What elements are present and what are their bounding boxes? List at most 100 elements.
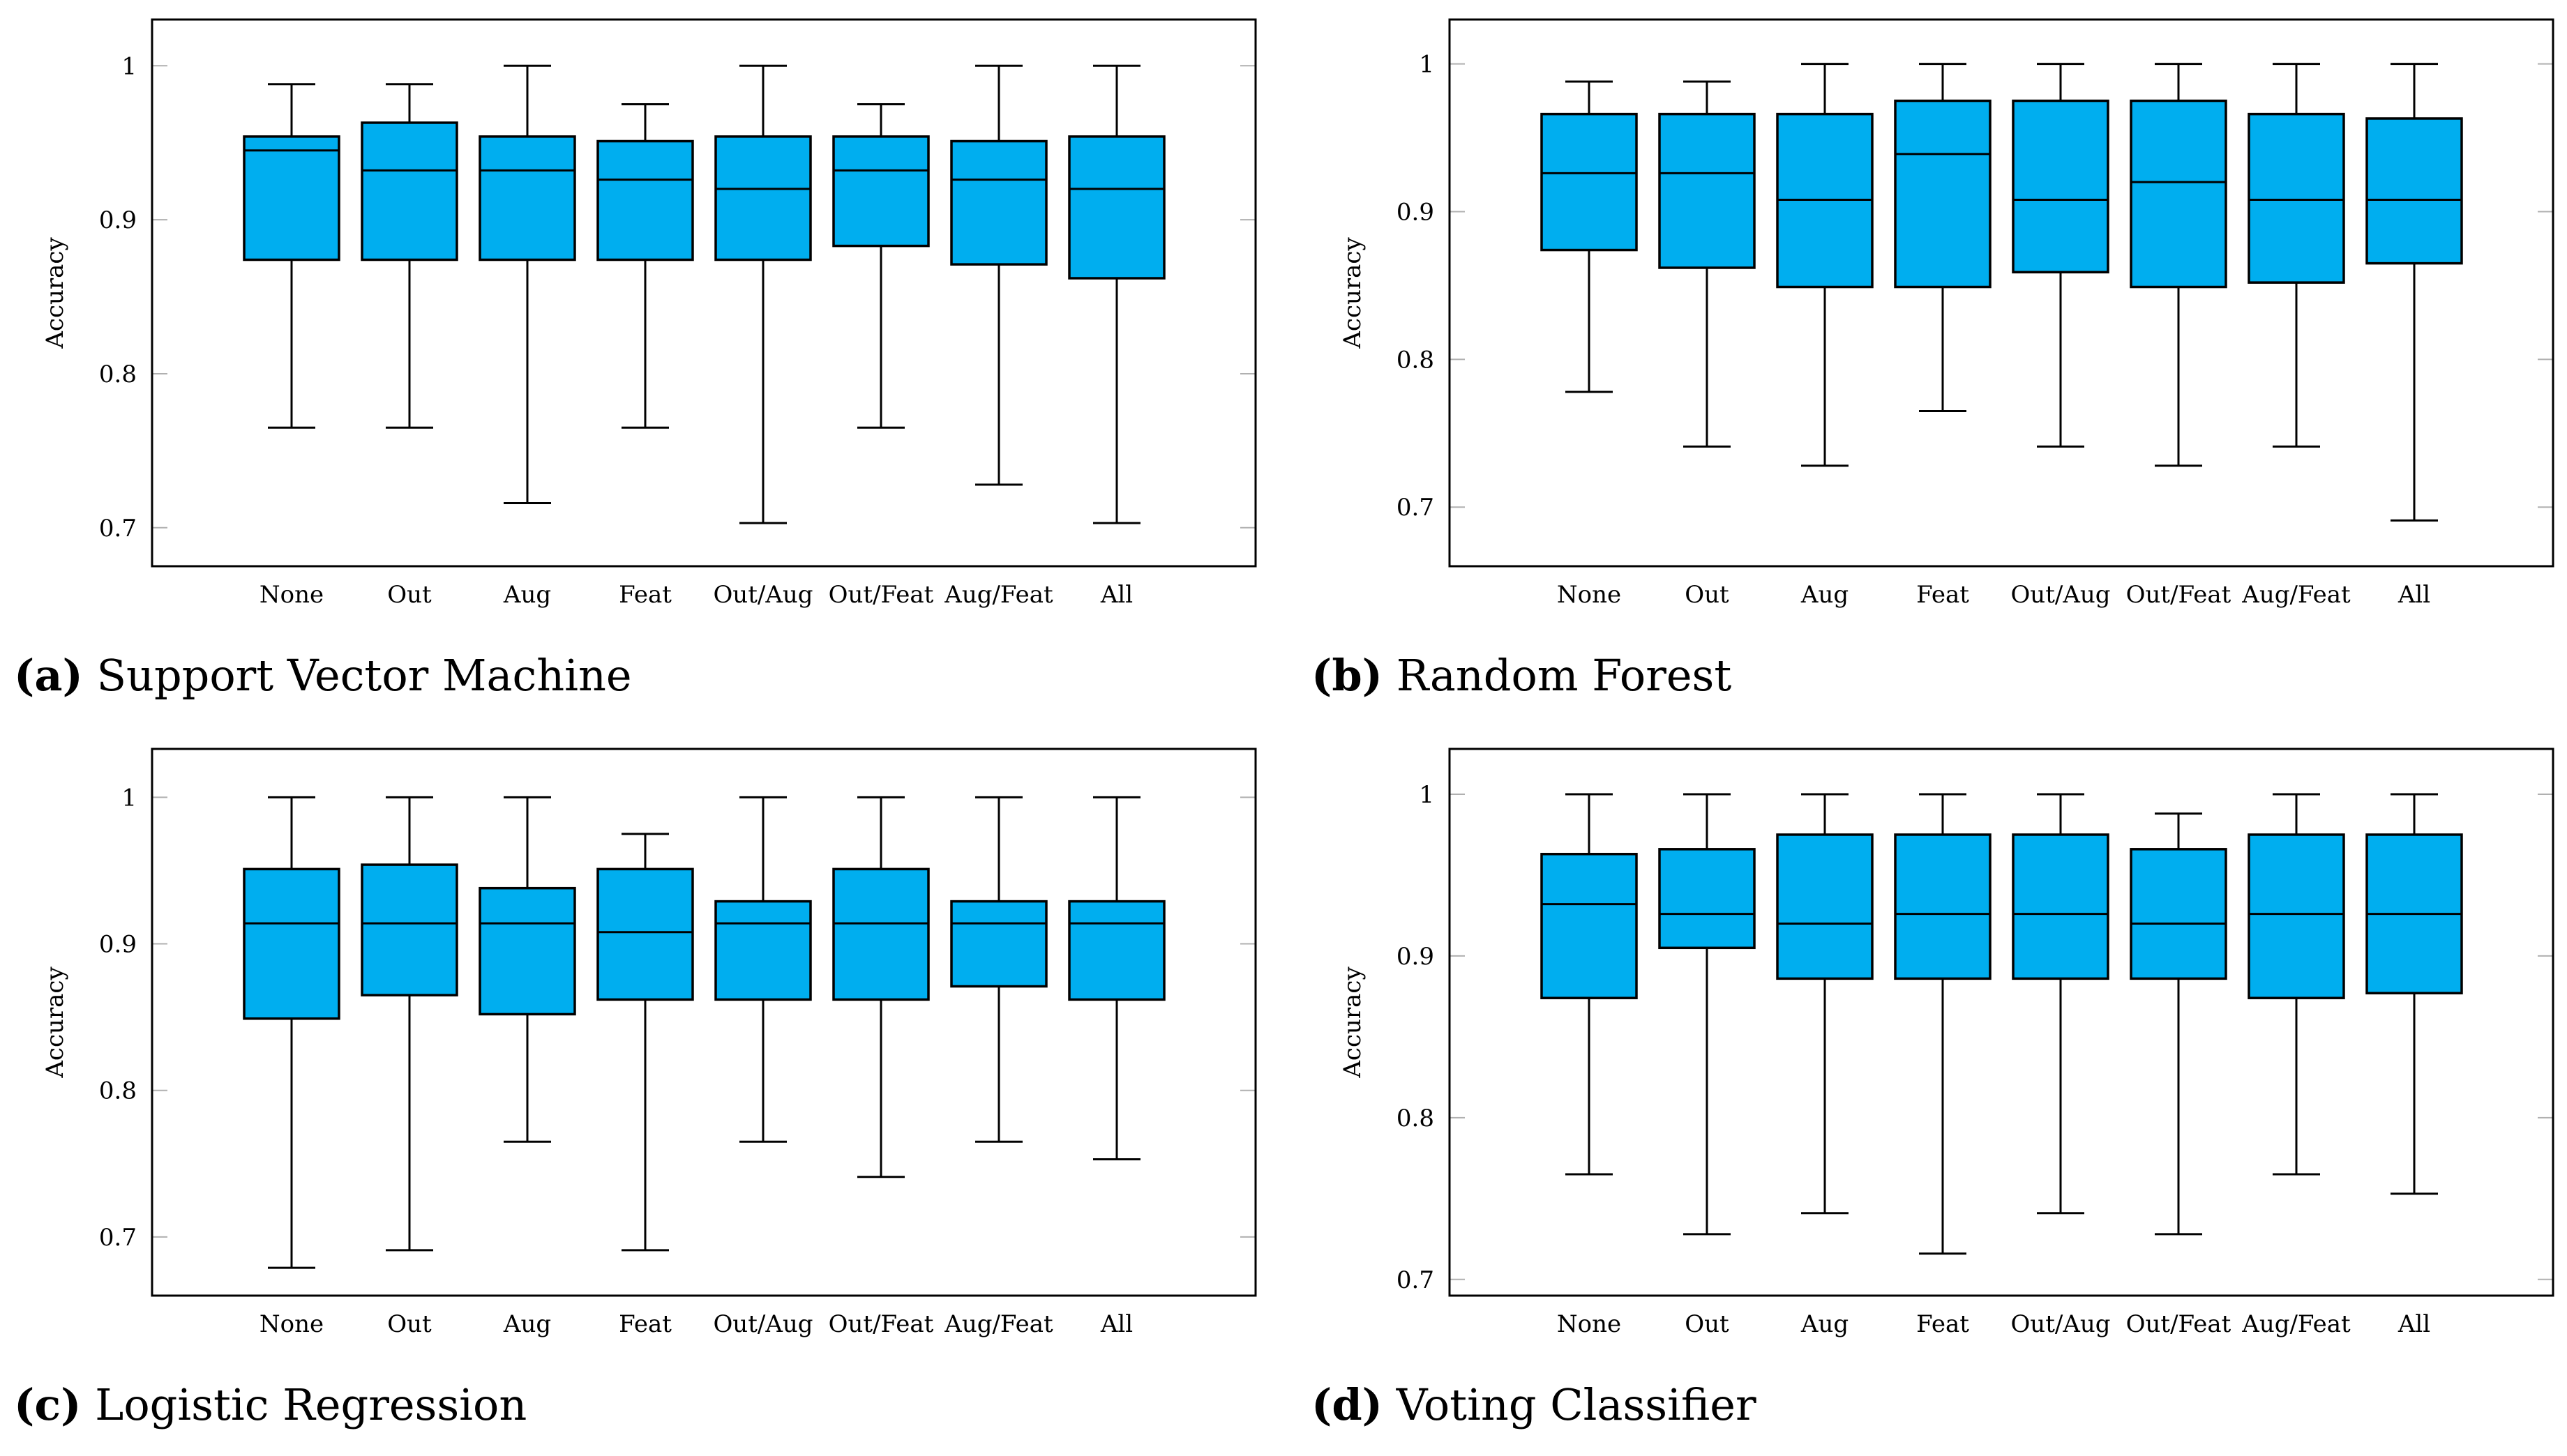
box-iqr xyxy=(243,135,340,261)
box-iqr xyxy=(243,867,340,1020)
box-iqr xyxy=(1658,112,1756,269)
caption-label: (a) xyxy=(14,650,83,701)
x-tick-label: Aug/Feat xyxy=(944,1310,1053,1338)
caption-svm: (a) Support Vector Machine xyxy=(14,650,632,701)
x-tick-label: Out/Feat xyxy=(2126,581,2231,609)
x-tick-label: Out xyxy=(387,581,432,609)
box-iqr xyxy=(2130,848,2227,980)
x-tick-label: Feat xyxy=(619,581,672,609)
x-tick-label: Aug/Feat xyxy=(2241,581,2351,609)
box-iqr xyxy=(1540,853,1638,999)
y-tick-label: 0.7 xyxy=(1397,1266,1434,1294)
x-tick-label: Out/Aug xyxy=(2010,1310,2110,1338)
box-iqr xyxy=(361,121,458,261)
x-tick-label: Aug xyxy=(1800,581,1849,609)
x-tick-label: None xyxy=(1557,581,1621,609)
x-tick-label: Out/Feat xyxy=(829,581,934,609)
chart-svm: 0.7 0.8 0.9 1 None Out Aug Feat Out/Aug Out/Feat A… xyxy=(41,18,1257,609)
x-tick-label: Out/Feat xyxy=(829,1310,934,1338)
panel-voting-classifier: 0.7 0.8 0.9 1 None Out Aug Feat Out/Aug Out/Feat A… xyxy=(1297,729,2567,1456)
plot-frame xyxy=(151,18,1257,568)
y-tick-label: 0.7 xyxy=(1397,494,1434,522)
x-tick-label: Out/Aug xyxy=(713,1310,813,1338)
chart-random-forest: 0.7 0.8 0.9 1 None Out Aug Feat Out/Aug Out/Feat A… xyxy=(1339,18,2554,609)
x-tick-label: All xyxy=(2397,581,2430,609)
panel-logistic-regression: 0.7 0.8 0.9 1 None Out Aug Feat Out/Aug Out/Feat A… xyxy=(0,729,1284,1456)
y-tick-label: 0.9 xyxy=(1397,943,1434,971)
plot-frame xyxy=(151,748,1257,1297)
box-iqr xyxy=(714,900,812,1001)
y-axis-title: Accuracy xyxy=(1339,966,1367,1079)
plot-frame xyxy=(1448,748,2554,1297)
caption-random-forest: (b) Random Forest xyxy=(1311,650,1731,701)
box-iqr xyxy=(1658,848,1756,950)
box-iqr xyxy=(596,139,694,261)
x-tick-label: All xyxy=(1100,1310,1133,1338)
x-tick-label: Aug/Feat xyxy=(2241,1310,2351,1338)
x-tick-label: None xyxy=(259,1310,324,1338)
x-tick-label: Out xyxy=(1685,581,1729,609)
x-tick-label: Aug/Feat xyxy=(944,581,1053,609)
y-axis-title: Accuracy xyxy=(1339,237,1367,349)
box-iqr xyxy=(2248,833,2345,999)
caption-logistic-regression: (c) Logistic Regression xyxy=(14,1379,527,1430)
y-tick-label: 0.7 xyxy=(99,515,137,543)
y-tick-label: 0.9 xyxy=(99,931,137,959)
box-iqr xyxy=(714,135,812,261)
box-iqr xyxy=(596,867,694,1001)
y-tick-label: 0.9 xyxy=(1397,198,1434,226)
caption-label: (d) xyxy=(1311,1379,1383,1430)
box-iqr xyxy=(2365,117,2463,265)
caption-title: Support Vector Machine xyxy=(96,650,632,701)
caption-voting-classifier: (d) Voting Classifier xyxy=(1311,1379,1756,1430)
panel-svm: 0.7 0.8 0.9 1 None Out Aug Feat Out/Aug Out/Feat A… xyxy=(0,0,1284,727)
caption-label: (b) xyxy=(1311,650,1383,701)
box-iqr xyxy=(2130,99,2227,289)
chart-logistic-regression: 0.7 0.8 0.9 1 None Out Aug Feat Out/Aug Out/Feat A… xyxy=(41,748,1257,1338)
x-tick-label: None xyxy=(1557,1310,1621,1338)
x-tick-label: Feat xyxy=(1916,1310,1969,1338)
chart-voting-classifier: 0.7 0.8 0.9 1 None Out Aug Feat Out/Aug Out/Feat A… xyxy=(1339,748,2554,1338)
box-iqr xyxy=(1540,112,1638,252)
x-tick-label: Aug xyxy=(503,1310,551,1338)
y-axis-title: Accuracy xyxy=(41,966,69,1079)
x-tick-label: Out xyxy=(1685,1310,1729,1338)
y-tick-label: 1 xyxy=(121,784,137,812)
box-iqr xyxy=(2012,833,2109,980)
x-tick-label: Aug xyxy=(1800,1310,1849,1338)
x-tick-label: Out/Feat xyxy=(2126,1310,2231,1338)
box-iqr xyxy=(1068,135,1166,280)
y-tick-label: 0.8 xyxy=(1397,346,1434,374)
y-tick-label: 0.7 xyxy=(99,1224,137,1252)
box-iqr xyxy=(479,886,576,1016)
x-tick-label: Feat xyxy=(619,1310,672,1338)
box-iqr xyxy=(832,867,930,1001)
caption-title: Logistic Regression xyxy=(95,1379,527,1430)
caption-label: (c) xyxy=(14,1379,82,1430)
x-tick-label: Out xyxy=(387,1310,432,1338)
x-tick-label: All xyxy=(2397,1310,2430,1338)
y-tick-label: 1 xyxy=(1419,781,1434,809)
caption-title: Random Forest xyxy=(1396,650,1732,701)
plot-frame xyxy=(1448,18,2554,568)
x-tick-label: Feat xyxy=(1916,581,1969,609)
caption-title: Voting Classifier xyxy=(1396,1379,1756,1430)
x-tick-label: Aug xyxy=(503,581,551,609)
box-iqr xyxy=(361,863,458,996)
box-iqr xyxy=(2012,99,2109,274)
y-tick-label: 0.9 xyxy=(99,206,137,234)
box-iqr xyxy=(1894,99,1992,289)
box-iqr xyxy=(1068,900,1166,1001)
x-tick-label: None xyxy=(259,581,324,609)
box-iqr xyxy=(1776,833,1874,980)
box-iqr xyxy=(479,135,576,261)
x-tick-label: Out/Aug xyxy=(2010,581,2110,609)
box-iqr xyxy=(2248,112,2345,284)
panel-random-forest: 0.7 0.8 0.9 1 None Out Aug Feat Out/Aug Out/Feat A… xyxy=(1297,0,2567,727)
box-iqr xyxy=(832,135,930,248)
y-axis-title: Accuracy xyxy=(41,237,69,349)
box-iqr xyxy=(950,139,1048,266)
x-tick-label: Out/Aug xyxy=(713,581,813,609)
x-tick-label: All xyxy=(1100,581,1133,609)
box-iqr xyxy=(950,900,1048,988)
